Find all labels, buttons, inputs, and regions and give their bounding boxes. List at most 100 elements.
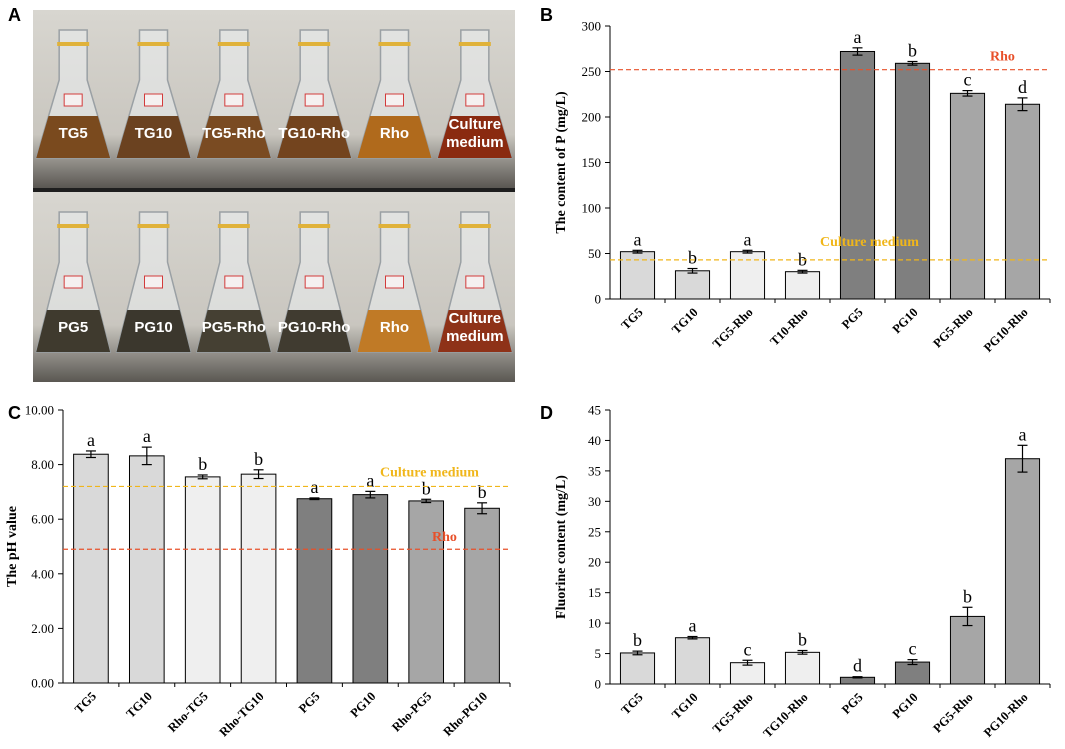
flask-label-bottom-4: Rho bbox=[380, 319, 409, 336]
flask-label-bottom-2: PG5-Rho bbox=[202, 319, 266, 336]
significance-letter: b bbox=[633, 630, 642, 650]
flask-band-bottom-0 bbox=[57, 224, 90, 228]
bar bbox=[1004, 458, 1041, 685]
y-tick-label: 30 bbox=[588, 494, 601, 509]
flask-label-bottom-5: Culture medium bbox=[446, 310, 504, 345]
flask-label-top-2: TG5-Rho bbox=[202, 125, 265, 142]
y-tick-label: 0 bbox=[595, 292, 602, 307]
y-tick-label: 0.00 bbox=[31, 676, 54, 691]
significance-letter: a bbox=[87, 430, 95, 450]
flask-band-top-3 bbox=[298, 42, 331, 46]
significance-letter: d bbox=[853, 656, 862, 676]
bar bbox=[464, 507, 500, 684]
significance-letter: c bbox=[964, 70, 972, 90]
x-tick-label: PG5 bbox=[296, 689, 323, 716]
flask-label-top-4: Rho bbox=[380, 125, 409, 142]
x-tick-label: PG10 bbox=[890, 690, 921, 721]
flask-liquid-top-3 bbox=[277, 116, 352, 158]
flask-band-top-2 bbox=[217, 42, 250, 46]
significance-letter: a bbox=[143, 426, 151, 446]
reference-line-label: Culture medium bbox=[380, 465, 479, 480]
x-tick-label: PG10 bbox=[890, 305, 921, 336]
panel-label-c: C bbox=[8, 403, 21, 423]
bar bbox=[73, 453, 109, 684]
flask-band-bottom-1 bbox=[137, 224, 170, 228]
flask-liquid-bottom-2 bbox=[196, 310, 271, 352]
flask-sticker-top-4 bbox=[385, 93, 404, 107]
reference-line-label: Rho bbox=[990, 50, 1015, 65]
significance-letter: a bbox=[634, 229, 642, 249]
significance-letter: c bbox=[909, 639, 917, 659]
y-tick-label: 8.00 bbox=[31, 457, 54, 472]
flask-label-bottom-0: PG5 bbox=[58, 319, 88, 336]
photo-background-bottom bbox=[33, 192, 515, 382]
flask-band-bottom-4 bbox=[378, 224, 411, 228]
flask-liquid-bottom-5 bbox=[437, 310, 512, 352]
significance-letter: b bbox=[422, 478, 431, 498]
flask-liquid-top-1 bbox=[116, 116, 191, 158]
y-tick-label: 200 bbox=[582, 110, 602, 125]
flask-sticker-top-3 bbox=[304, 93, 324, 107]
flask-sticker-bottom-0 bbox=[63, 275, 83, 289]
x-tick-label: Rho-PG10 bbox=[441, 689, 491, 739]
y-tick-label: 50 bbox=[588, 246, 601, 261]
x-tick-label: TG10 bbox=[123, 689, 155, 721]
y-tick-label: 300 bbox=[582, 19, 602, 34]
flask-label-bottom-1: PG10 bbox=[134, 319, 172, 336]
flask-sticker-bottom-4 bbox=[385, 275, 404, 289]
reference-line-label: Culture medium bbox=[820, 235, 919, 250]
y-tick-label: 5 bbox=[595, 646, 602, 661]
y-tick-label: 6.00 bbox=[31, 512, 54, 527]
significance-letter: b bbox=[908, 40, 917, 60]
significance-letter: b bbox=[478, 482, 487, 502]
x-tick-label: Rho-TG5 bbox=[165, 689, 211, 735]
flask-label-top-5: Culture medium bbox=[446, 116, 504, 151]
bar bbox=[784, 271, 821, 300]
flask-label-bottom-3: PG10-Rho bbox=[278, 319, 351, 336]
significance-letter: b bbox=[198, 454, 207, 474]
x-tick-label: PG10-Rho bbox=[981, 690, 1031, 740]
bar bbox=[949, 92, 986, 300]
x-tick-label: TG5 bbox=[619, 305, 646, 332]
y-tick-label: 0 bbox=[595, 677, 602, 692]
flask-sticker-bottom-5 bbox=[465, 275, 485, 289]
x-tick-label: TG5-Rho bbox=[710, 305, 756, 351]
flask-band-top-1 bbox=[137, 42, 170, 46]
bar bbox=[949, 615, 986, 685]
flask-sticker-top-1 bbox=[144, 93, 163, 107]
flask-liquid-top-2 bbox=[196, 116, 271, 158]
x-tick-label: TG10-Rho bbox=[760, 690, 810, 740]
chart-ph-value: 0.00 2.00 4.00 6.00 8.00 10.00 The pH value a TG… bbox=[0, 403, 520, 745]
y-tick-label: 10 bbox=[588, 616, 601, 631]
flask-sticker-top-2 bbox=[224, 93, 244, 107]
flask-band-top-0 bbox=[57, 42, 90, 46]
significance-letter: a bbox=[744, 229, 752, 249]
x-tick-label: TG10 bbox=[669, 690, 701, 722]
photo-background-top bbox=[33, 10, 515, 188]
flask-liquid-top-5 bbox=[437, 116, 512, 158]
y-tick-label: 250 bbox=[582, 64, 602, 79]
flask-band-bottom-5 bbox=[458, 224, 491, 228]
significance-letter: a bbox=[854, 27, 862, 47]
flask-label-top-3: TG10-Rho bbox=[278, 125, 350, 142]
x-tick-label: T10-Rho bbox=[767, 305, 810, 348]
y-tick-label: 20 bbox=[588, 555, 601, 570]
flask-sticker-top-5 bbox=[465, 93, 485, 107]
chart-p-content: 0 50 100 150 200 250 300 The content of P (mg/L… bbox=[548, 19, 1058, 390]
flask-liquid-bottom-3 bbox=[277, 310, 352, 352]
bar bbox=[784, 651, 821, 685]
y-tick-label: 150 bbox=[582, 155, 602, 170]
x-tick-label: PG5-Rho bbox=[930, 690, 975, 735]
flask-liquid-bottom-0 bbox=[36, 310, 111, 352]
x-tick-label: PG5 bbox=[839, 690, 866, 717]
x-tick-label: TG10 bbox=[669, 305, 701, 337]
y-axis-label: Fluorine content (mg/L) bbox=[554, 475, 569, 619]
y-axis-label: The pH value bbox=[5, 506, 20, 587]
flask-sticker-bottom-2 bbox=[224, 275, 244, 289]
x-tick-label: Rho-PG5 bbox=[389, 689, 434, 734]
y-tick-label: 45 bbox=[588, 403, 601, 418]
x-tick-label: Rho-TG10 bbox=[217, 689, 267, 739]
panel-label-d: D bbox=[540, 403, 553, 423]
significance-letter: a bbox=[689, 616, 697, 636]
chart-fluorine-content: 0 5 10 15 20 25 30 35 40 45 Fluorine content (mg/L… bbox=[548, 403, 1058, 745]
